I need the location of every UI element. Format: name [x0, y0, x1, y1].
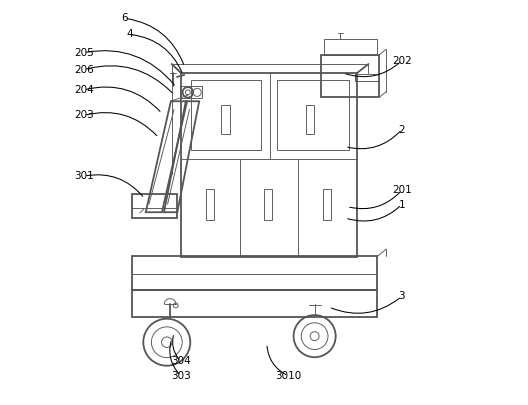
Bar [306, 105, 314, 134]
Bar [181, 73, 357, 257]
Text: 304: 304 [171, 356, 191, 366]
Bar [133, 194, 177, 218]
Text: 2: 2 [399, 125, 405, 134]
Bar [133, 256, 378, 290]
Bar [265, 189, 272, 220]
Bar [191, 80, 261, 150]
Text: 202: 202 [392, 56, 411, 66]
Text: 206: 206 [74, 65, 93, 75]
Text: 3010: 3010 [275, 371, 301, 381]
Text: 3: 3 [399, 292, 405, 301]
Text: 4: 4 [126, 30, 133, 39]
Bar [323, 189, 331, 220]
Bar [324, 39, 376, 55]
Bar [277, 80, 349, 150]
Text: 303: 303 [171, 371, 191, 381]
Text: 301: 301 [74, 171, 93, 181]
Bar [205, 189, 214, 220]
Text: 1: 1 [399, 200, 405, 209]
Text: 201: 201 [392, 185, 411, 195]
Bar [320, 55, 380, 97]
Text: 204: 204 [74, 85, 93, 95]
Bar [133, 290, 378, 317]
Bar [180, 86, 202, 98]
Text: 205: 205 [74, 48, 93, 58]
Text: 6: 6 [121, 13, 128, 23]
Bar [221, 105, 230, 134]
Text: 203: 203 [74, 111, 93, 120]
